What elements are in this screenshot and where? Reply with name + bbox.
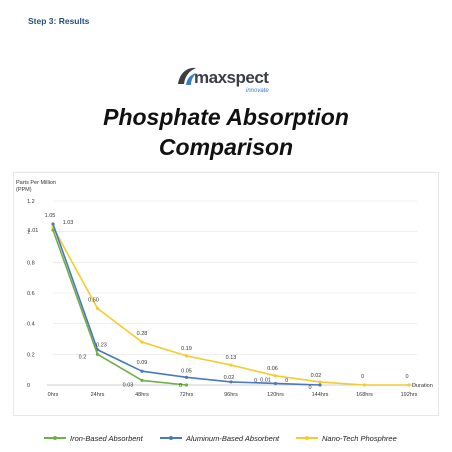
x-tick-label: 144hrs: [312, 392, 329, 398]
x-tick-label: 0hrs: [48, 392, 59, 398]
data-point-aluminum: [184, 375, 189, 379]
series-line-nano: [52, 226, 409, 386]
data-label-extra: 0: [285, 378, 288, 384]
logo-swoosh-icon: [178, 67, 197, 85]
legend-swatch-iron: [44, 436, 66, 440]
legend-label-aluminum: Aluminum-Based Absorbent: [186, 433, 280, 443]
data-label-nano: 0.19: [181, 346, 192, 352]
data-point-nano: [318, 380, 322, 384]
y-tick-label: 0.6: [27, 291, 35, 297]
legend-label-iron: Iron-Based Absorbent: [70, 433, 143, 443]
data-label-nano: 0.06: [267, 366, 278, 372]
data-point-iron: [140, 378, 144, 382]
series-line-aluminum: [52, 223, 321, 386]
legend-item-iron: Iron-Based Absorbent: [44, 430, 143, 446]
data-point-aluminum: [229, 380, 233, 384]
data-label-iron: 0.03: [123, 382, 134, 388]
x-tick-label: 96hrs: [224, 392, 238, 398]
chart-frame: [13, 172, 439, 416]
x-tick-label: 168hrs: [356, 392, 373, 398]
data-label-nano: 0.02: [311, 373, 322, 379]
data-point-aluminum: [318, 383, 322, 387]
step-label: Step 3: Results: [28, 16, 90, 26]
x-tick-label: 192hrs: [401, 392, 418, 398]
data-point-aluminum: [51, 222, 55, 226]
data-point-iron: [51, 228, 55, 232]
data-label-nano: 0.28: [137, 331, 148, 337]
data-label-aluminum: 1.05: [45, 213, 56, 219]
data-label-nano: 0: [361, 374, 364, 380]
data-point-iron: [184, 383, 189, 387]
data-point-aluminum: [273, 381, 278, 386]
data-label-aluminum: 0.02: [224, 375, 235, 381]
x-tick-label: 24hrs: [91, 392, 105, 398]
maxspect-logo: maxspect innovate: [174, 60, 284, 100]
series-line-iron: [52, 229, 187, 386]
data-label-iron: 1.01: [28, 228, 39, 234]
y-tick-label: 0: [27, 383, 30, 389]
x-tick-label: 48hrs: [135, 392, 149, 398]
data-label-aluminum: 0.01: [260, 377, 271, 383]
data-point-iron: [95, 352, 100, 356]
x-axis-title: Duration: [412, 383, 433, 389]
y-tick-label: 0.4: [27, 322, 35, 328]
data-label-aluminum: 0.05: [181, 368, 192, 374]
logo-tagline: innovate: [246, 88, 269, 94]
x-tick-label: 72hrs: [180, 392, 194, 398]
data-point-nano: [95, 306, 100, 310]
y-tick-label: 0.2: [27, 352, 35, 358]
data-label-nano: 0.50: [88, 297, 99, 303]
y-axis-title: (PPM): [16, 187, 32, 193]
data-label-aluminum: 0.09: [137, 360, 148, 366]
data-label-iron: 0: [179, 383, 182, 389]
y-axis-title: Parts Per Million: [16, 180, 56, 186]
data-label-iron: 0.2: [79, 354, 87, 360]
chart-title-line1: Phosphate Absorption: [103, 104, 349, 130]
x-tick-label: 120hrs: [267, 392, 284, 398]
logo-wordmark: maxspect: [194, 68, 269, 87]
y-tick-label: 1.2: [27, 199, 35, 205]
data-label-nano: 0.13: [226, 355, 237, 361]
data-point-nano: [273, 374, 278, 378]
data-point-nano: [229, 363, 233, 367]
y-tick-label: 1: [27, 230, 30, 236]
legend-label-nano: Nano-Tech Phosphree: [322, 433, 397, 443]
data-label-extra: 0: [254, 378, 257, 384]
data-label-aluminum: 0: [308, 385, 311, 391]
data-point-nano: [362, 383, 367, 387]
chart-legend: Iron-Based Absorbent Aluminum-Based Abso…: [0, 430, 452, 446]
legend-swatch-nano: [296, 436, 318, 440]
data-point-nano: [140, 340, 144, 344]
line-chart: Parts Per Million(PPM) 0 0.2 0.4 0.6 0.8 1 1.2 0…: [13, 172, 439, 416]
data-point-nano: [407, 383, 411, 387]
data-label-nano: 1.03: [63, 220, 74, 226]
data-point-nano: [184, 354, 189, 358]
y-tick-label: 0.8: [27, 260, 35, 266]
legend-swatch-aluminum: [160, 436, 182, 440]
data-label-aluminum: 0.23: [96, 343, 107, 349]
legend-item-nano: Nano-Tech Phosphree: [296, 430, 397, 446]
chart-title-line2: Comparison: [158, 134, 294, 160]
legend-item-aluminum: Aluminum-Based Absorbent: [160, 430, 279, 446]
data-point-aluminum: [140, 369, 144, 373]
chart-area: Parts Per Million (PPM) 0 0.2 0.4 0.6 0.8 1 1.2 0…: [13, 172, 439, 416]
data-label-nano: 0: [405, 374, 408, 380]
